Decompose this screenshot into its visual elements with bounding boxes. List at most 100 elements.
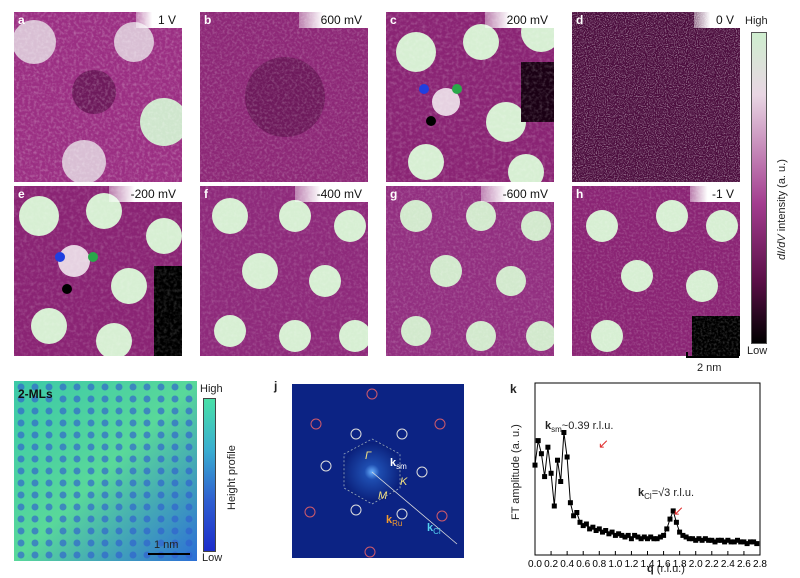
- data-point: [622, 534, 628, 540]
- data-point: [532, 462, 538, 468]
- x-tick-label: 0.2: [544, 559, 558, 570]
- panel-label-k: k: [510, 382, 517, 396]
- data-point: [725, 537, 731, 543]
- panel-label-c: c: [390, 13, 397, 27]
- x-tick-label: 1.2: [624, 559, 638, 570]
- voltage-tag-f: -400 mV: [294, 186, 368, 202]
- data-point: [657, 534, 663, 540]
- kru-k: k: [386, 514, 393, 526]
- x-tick-label: 2.4: [721, 559, 735, 570]
- data-point: [577, 519, 583, 525]
- data-point: [677, 529, 683, 535]
- stm-map-h: [572, 186, 740, 356]
- data-point: [600, 529, 605, 535]
- data-point: [587, 526, 593, 532]
- data-point: [609, 529, 615, 535]
- data-point: [715, 537, 721, 543]
- panel-label-h: h: [576, 187, 584, 201]
- x-tick-label: 0.4: [560, 559, 574, 570]
- annotation-kcl-k: k: [638, 487, 645, 499]
- data-point: [603, 528, 609, 533]
- fourier-panel-j: Γ K M ksm kRu kCl: [292, 384, 464, 558]
- scalebar-i-label: 1 nm: [154, 539, 179, 551]
- ksm-label: ksm: [390, 457, 407, 471]
- kcl-label: kCl: [427, 522, 441, 536]
- panel-label-b: b: [204, 13, 212, 27]
- data-point: [616, 531, 622, 537]
- panel-label-j: j: [274, 379, 278, 393]
- marker-green-dot: [452, 84, 462, 94]
- data-point: [606, 531, 612, 537]
- x-tick-label: 0.8: [592, 559, 606, 570]
- marker-black-dot: [426, 116, 436, 126]
- fourier-map: [292, 384, 464, 558]
- voltage-tag-d: 0 V: [693, 12, 740, 28]
- stm-map-g: [386, 186, 554, 356]
- stm-map-b: [200, 12, 368, 182]
- voltage-tag-c: 200 mV: [484, 12, 554, 28]
- data-point: [664, 526, 670, 532]
- data-point: [561, 430, 567, 435]
- data-point: [567, 500, 573, 506]
- annotation-ksm-rest: ~0.39 r.l.u.: [561, 420, 614, 432]
- voltage-tag-h: -1 V: [689, 186, 740, 202]
- colorbar-height: [203, 398, 216, 552]
- x-tick-label: 0.6: [576, 559, 590, 570]
- ksm-sub: sm: [396, 462, 407, 472]
- data-point: [628, 536, 634, 542]
- data-point: [747, 539, 753, 545]
- stm-panel-a: a 1 V: [14, 12, 182, 182]
- panel-label-f: f: [204, 187, 208, 201]
- chart-ylabel: FT amplitude (a. u.): [510, 424, 522, 520]
- data-point: [728, 539, 734, 545]
- data-point: [645, 536, 650, 542]
- kru-sub: Ru: [392, 519, 403, 529]
- data-point: [696, 536, 702, 542]
- data-point: [699, 537, 705, 543]
- x-tick-label: 2.6: [737, 559, 751, 570]
- data-point: [583, 521, 589, 527]
- stm-map-c: [386, 12, 554, 182]
- marker-green-dot: [88, 252, 98, 262]
- data-point: [625, 532, 631, 538]
- colorbar-low-label: Low: [747, 345, 768, 357]
- x-tick-label: 1.6: [657, 559, 671, 570]
- annotation-ksm-sub: sm: [551, 425, 562, 435]
- data-point: [686, 536, 692, 542]
- data-point: [706, 537, 712, 543]
- data-point: [754, 541, 760, 547]
- kcl-k: k: [427, 522, 434, 534]
- panel-label-d: d: [576, 13, 584, 27]
- annotation-ksm-k: k: [545, 420, 552, 432]
- colorbar-title-italic: dI/dV: [776, 234, 788, 260]
- stm-map-d: [572, 12, 740, 182]
- voltage-tag-b: 600 mV: [298, 12, 368, 28]
- x-tick-label: 0.0: [528, 559, 542, 570]
- stm-panel-c: c 200 mV: [386, 12, 554, 182]
- marker-black-dot: [62, 284, 72, 294]
- data-point: [635, 534, 641, 540]
- data-point: [571, 513, 577, 519]
- chart-xlabel-q: q: [647, 563, 654, 575]
- annotation-kcl: kCl=√3 r.l.u.: [638, 487, 694, 501]
- data-point: [648, 534, 654, 540]
- ft-amplitude-chart: 0.0 0.2 0.4 0.6 0.8 1.0 1.2 1.4 1.6 1.8 2.0 2.2 2.4 2…: [528, 382, 767, 570]
- marker-blue-dot: [55, 252, 65, 262]
- data-point: [670, 508, 676, 514]
- topography-panel-i: i 2-MLs 1 nm: [14, 381, 197, 561]
- chart-xlabel: q (r.l.u.): [647, 563, 685, 575]
- data-point: [735, 537, 740, 543]
- voltage-tag-e: -200 mV: [108, 186, 182, 202]
- data-point: [580, 523, 586, 529]
- data-point: [738, 539, 744, 545]
- x-tick-label: 1.0: [608, 559, 622, 570]
- x-tick-label: 2.0: [689, 559, 703, 570]
- stm-panel-g: g -600 mV: [386, 186, 554, 356]
- data-point: [673, 519, 679, 525]
- stm-panel-f: f -400 mV: [200, 186, 368, 356]
- data-point: [548, 470, 554, 476]
- data-point: [593, 528, 599, 533]
- data-point: [555, 457, 560, 463]
- data-point: [619, 532, 625, 538]
- annotation-ksm-arrow: ↙: [598, 436, 609, 451]
